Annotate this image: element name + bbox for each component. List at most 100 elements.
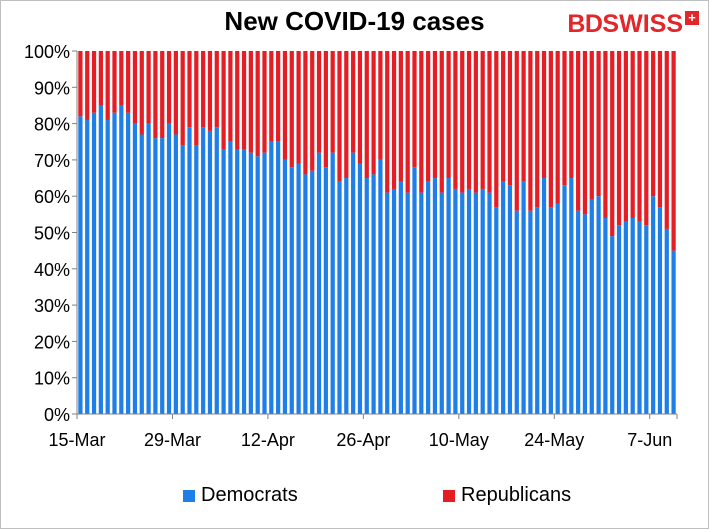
bar-republicans (85, 51, 90, 120)
bar-republicans (221, 51, 226, 150)
bar-democrats (541, 178, 547, 414)
bar-republicans (344, 51, 349, 179)
legend-item-republicans: Republicans (443, 484, 571, 507)
y-tick-label: 40% (34, 260, 70, 280)
bar-democrats (651, 196, 656, 414)
bar-republicans (160, 51, 165, 139)
bar-democrats (391, 188, 397, 414)
bar-republicans (507, 51, 513, 186)
bar-republicans (446, 51, 451, 179)
bar-republicans (153, 51, 158, 139)
bar-republicans (405, 51, 410, 193)
bar-republicans (596, 51, 601, 197)
y-tick-label: 30% (34, 296, 70, 316)
y-tick-label: 60% (34, 187, 70, 207)
bar-republicans (276, 51, 281, 142)
bar-democrats (241, 149, 247, 414)
bar-republicans (466, 51, 472, 189)
bar-republicans (303, 51, 308, 175)
bar-republicans (630, 51, 635, 218)
legend-label-republicans: Republicans (461, 484, 572, 506)
bar-republicans (98, 51, 103, 106)
bar-democrats (228, 141, 233, 414)
bar-democrats (562, 185, 567, 414)
logo-plus-icon: + (685, 11, 699, 25)
bar-republicans (201, 51, 206, 128)
bar-republicans (112, 51, 117, 113)
bar-republicans (562, 51, 567, 186)
bar-democrats (548, 207, 553, 414)
bar-republicans (371, 51, 376, 175)
bar-republicans (139, 51, 144, 135)
bar-democrats (303, 174, 308, 414)
legend-swatch-republicans (443, 489, 455, 502)
bar-democrats (91, 112, 97, 415)
bar-democrats (180, 145, 185, 414)
bar-republicans (521, 51, 526, 182)
bar-republicans (323, 51, 328, 168)
bar-democrats (501, 181, 506, 414)
y-tick-label: 70% (34, 151, 70, 171)
bar-democrats (173, 134, 178, 415)
bar-democrats (487, 192, 492, 414)
bar-republicans (657, 51, 663, 208)
bar-democrats (582, 214, 588, 414)
bar-democrats (357, 163, 363, 414)
bar-democrats (235, 149, 240, 414)
bar-republicans (473, 51, 478, 193)
bar-republicans (487, 51, 492, 193)
bar-democrats (248, 152, 253, 414)
bar-republicans (378, 51, 383, 160)
logo-bd-text: BD (567, 9, 603, 38)
bar-democrats (610, 236, 615, 414)
bar-democrats (637, 221, 642, 414)
bar-democrats (412, 167, 417, 414)
bar-republicans (126, 51, 131, 113)
bar-democrats (460, 192, 465, 414)
bar-democrats (596, 196, 601, 414)
bar-democrats (207, 130, 213, 415)
bar-republicans (439, 51, 444, 193)
bar-republicans (255, 51, 260, 157)
bar-democrats (385, 192, 390, 414)
bar-democrats (616, 225, 622, 414)
bar-republicans (187, 51, 192, 128)
bar-democrats (351, 152, 356, 414)
bar-democrats (480, 188, 485, 414)
bar-republicans (214, 51, 219, 128)
bar-democrats (630, 217, 635, 414)
bar-democrats (514, 210, 519, 414)
bar-democrats (132, 123, 138, 414)
bar-democrats (153, 138, 158, 414)
x-tick-label: 15-Mar (48, 430, 105, 450)
bar-democrats (569, 178, 574, 414)
bar-democrats (126, 112, 131, 415)
bar-republicans (194, 51, 199, 146)
bar-democrats (664, 228, 669, 414)
y-tick-label: 20% (34, 332, 70, 352)
bar-democrats (521, 181, 526, 414)
bar-democrats (323, 167, 328, 414)
x-tick-label: 26-Apr (336, 430, 390, 450)
bar-republicans (548, 51, 553, 208)
bar-republicans (296, 51, 301, 164)
bar-democrats (78, 116, 83, 414)
bar-republicans (644, 51, 649, 226)
x-tick-label: 7-Jun (627, 430, 672, 450)
bar-republicans (569, 51, 574, 179)
y-tick-label: 10% (34, 369, 70, 389)
bar-democrats (535, 207, 540, 414)
bar-democrats (473, 192, 478, 414)
bar-democrats (494, 207, 499, 414)
bar-democrats (657, 207, 663, 414)
bar-republicans (616, 51, 622, 226)
bar-republicans (166, 51, 172, 124)
bar-republicans (364, 51, 369, 179)
bar-republicans (91, 51, 97, 113)
bar-democrats (337, 181, 342, 414)
bar-republicans (535, 51, 540, 208)
bar-democrats (276, 141, 281, 414)
bar-democrats (603, 217, 608, 414)
bar-republicans (671, 51, 676, 251)
